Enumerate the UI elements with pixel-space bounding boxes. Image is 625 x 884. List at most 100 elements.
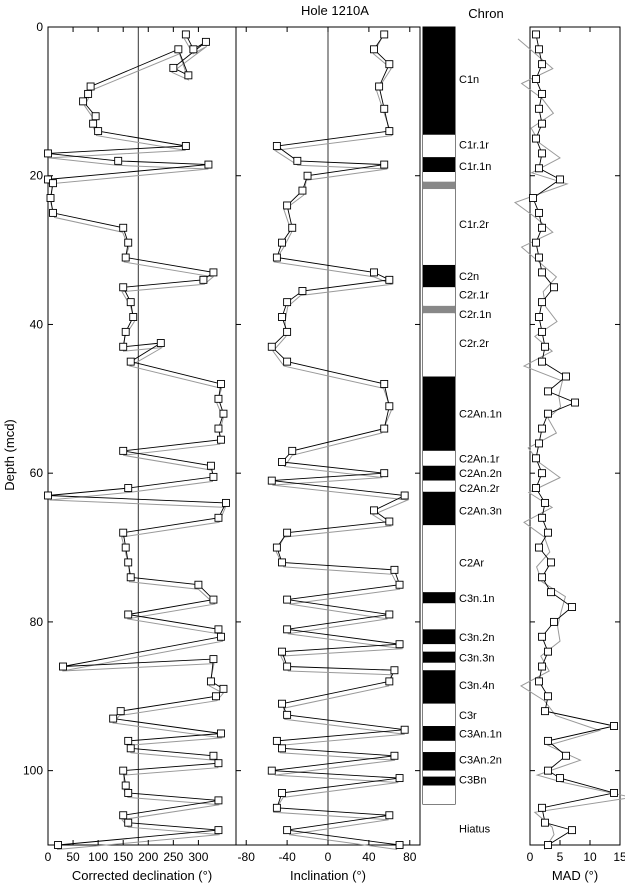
inclination-point-29 bbox=[267, 476, 276, 485]
inclination-point-36 bbox=[390, 565, 399, 574]
declination-point-7 bbox=[84, 89, 93, 98]
declination-point-48 bbox=[194, 580, 203, 589]
declination-point-33 bbox=[214, 394, 223, 403]
declination-point-60 bbox=[217, 729, 225, 738]
inclination-point-13 bbox=[278, 238, 286, 247]
declination-x-tick-label-5: 250 bbox=[163, 850, 183, 864]
mad-raw-trace bbox=[513, 38, 625, 850]
inclination-point-57 bbox=[283, 826, 292, 835]
declination-point-64 bbox=[214, 759, 223, 768]
mad-point-20 bbox=[538, 327, 546, 336]
inclination-point-44 bbox=[390, 666, 399, 675]
declination-point-2 bbox=[201, 37, 210, 46]
inclination-point-53 bbox=[395, 774, 404, 783]
inclination-point-21 bbox=[267, 342, 276, 351]
inclination-point-37 bbox=[395, 580, 404, 589]
mad-point-53 bbox=[538, 803, 546, 812]
declination-point-67 bbox=[124, 788, 133, 797]
inclination-point-0 bbox=[380, 30, 389, 39]
inclination-point-49 bbox=[272, 736, 281, 745]
inclination-point-24 bbox=[385, 402, 394, 411]
declination-point-38 bbox=[206, 461, 215, 470]
declination-point-40 bbox=[124, 484, 133, 493]
declination-point-72 bbox=[54, 841, 62, 849]
inclination-point-25 bbox=[380, 424, 389, 433]
chron-block-c3n-4n bbox=[423, 670, 455, 704]
declination-line bbox=[46, 34, 227, 846]
mad-x-tick-label-0: 0 bbox=[527, 850, 534, 864]
declination-point-50 bbox=[124, 610, 133, 619]
chron-label-c3an-1n: C3An.1n bbox=[459, 728, 502, 740]
declination-point-20 bbox=[119, 223, 128, 232]
y-tick-label-2: 40 bbox=[30, 317, 44, 331]
mad-point-17 bbox=[550, 283, 558, 292]
declination-point-3 bbox=[169, 63, 178, 72]
declination-point-12 bbox=[181, 142, 190, 150]
declination-point-29 bbox=[119, 342, 128, 351]
chron-label-c3r: C3r bbox=[459, 710, 477, 722]
inclination-point-16 bbox=[385, 275, 394, 284]
declination-point-59 bbox=[109, 714, 118, 723]
mad-point-10 bbox=[556, 175, 564, 184]
mad-point-51 bbox=[556, 774, 564, 783]
chron-label-c2r-2r: C2r.2r bbox=[459, 338, 489, 350]
mad-point-5 bbox=[535, 104, 543, 113]
chron-block-c2n bbox=[423, 264, 455, 288]
mad-point-37 bbox=[538, 573, 546, 582]
mad-point-48 bbox=[544, 736, 552, 745]
chron-block-c2an-2n bbox=[423, 465, 455, 481]
inclination-point-5 bbox=[385, 127, 394, 136]
declination-point-55 bbox=[206, 677, 215, 686]
declination-point-9 bbox=[91, 112, 100, 121]
declination-point-14 bbox=[114, 156, 123, 165]
chron-label-c2r-1n: C2r.1n bbox=[459, 309, 491, 321]
declination-raw-trace bbox=[48, 38, 227, 850]
inclination-point-56 bbox=[385, 811, 394, 820]
inclination-point-26 bbox=[288, 446, 297, 455]
chron-label-c3an-2n: C3An.2n bbox=[459, 754, 502, 766]
inclination-x-tick-label-3: 40 bbox=[362, 850, 376, 864]
chron-block-gap-25 bbox=[423, 740, 455, 753]
declination-point-1 bbox=[189, 45, 198, 54]
mad-point-16 bbox=[538, 268, 546, 277]
chron-block-c3n-2n bbox=[423, 629, 455, 645]
inclination-point-34 bbox=[272, 543, 281, 552]
declination-point-24 bbox=[199, 275, 208, 284]
declination-point-21 bbox=[124, 238, 133, 247]
declination-point-28 bbox=[121, 327, 130, 336]
mad-point-55 bbox=[568, 826, 576, 835]
declination-point-70 bbox=[124, 818, 133, 827]
inclination-point-51 bbox=[390, 751, 399, 760]
declination-point-58 bbox=[116, 707, 125, 716]
inclination-point-32 bbox=[385, 517, 394, 526]
chron-label-c2an-2n: C2An.2n bbox=[459, 468, 502, 480]
chron-block-c2ar bbox=[423, 525, 455, 593]
mad-point-4 bbox=[538, 89, 546, 98]
inclination-point-10 bbox=[298, 186, 307, 195]
chron-block-c2an-1r bbox=[423, 450, 455, 466]
mad-point-27 bbox=[538, 424, 546, 433]
inclination-x-axis-title: Inclination (°) bbox=[290, 868, 366, 883]
y-tick-label-5: 100 bbox=[23, 764, 43, 778]
mad-point-36 bbox=[547, 558, 555, 567]
declination-point-63 bbox=[209, 751, 218, 760]
chron-label-c2r-1r: C2r.1r bbox=[459, 290, 489, 302]
mad-point-46 bbox=[541, 707, 549, 716]
mad-point-31 bbox=[532, 484, 540, 493]
chron-block-c1r-2r bbox=[423, 189, 455, 265]
declination-point-56 bbox=[219, 684, 228, 693]
declination-x-tick-label-0: 0 bbox=[45, 850, 52, 864]
chron-label-c2an-2r: C2An.2r bbox=[459, 483, 500, 495]
declination-point-10 bbox=[89, 119, 98, 128]
mad-point-24 bbox=[544, 387, 552, 396]
chron-block-c2an-1n bbox=[423, 376, 455, 451]
chron-block-c3r bbox=[423, 703, 455, 727]
declination-point-71 bbox=[214, 826, 223, 835]
chron-block-c2r-1n bbox=[423, 305, 455, 314]
mad-point-56 bbox=[544, 841, 552, 849]
inclination-point-47 bbox=[283, 710, 292, 719]
mad-point-7 bbox=[532, 134, 540, 143]
declination-x-axis-title: Corrected declination (°) bbox=[72, 868, 212, 883]
mad-point-15 bbox=[535, 253, 543, 262]
chron-label-c1r-2r: C1r.2r bbox=[459, 219, 489, 231]
